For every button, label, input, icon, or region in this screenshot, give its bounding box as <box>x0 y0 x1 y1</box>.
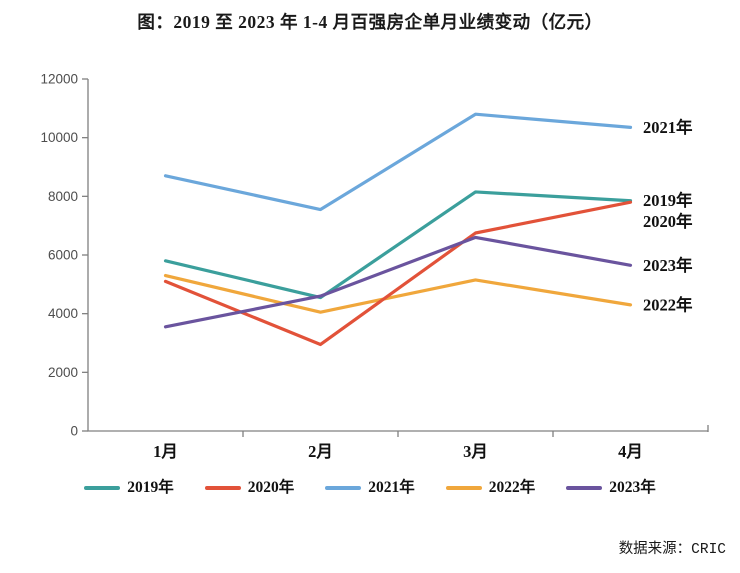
legend-label-2021: 2021年 <box>368 479 415 497</box>
series-end-label-2021: 2021年 <box>643 117 693 137</box>
legend-swatch-2019 <box>84 486 121 490</box>
legend-label-2023: 2023年 <box>609 479 656 497</box>
y-tick-label: 2000 <box>48 365 78 380</box>
chart-legend: 2019年 2020年 2021年 2022年 2023年 <box>0 476 740 500</box>
y-tick-label: 8000 <box>48 189 78 204</box>
y-tick-label: 10000 <box>40 130 78 145</box>
legend-swatch-2021 <box>325 486 362 490</box>
legend-swatch-2023 <box>566 486 603 490</box>
legend-label-2022: 2022年 <box>488 479 536 497</box>
legend-item-2020: 2020年 <box>204 479 295 497</box>
series-end-label-2020: 2020年 <box>643 211 693 231</box>
source-note: 数据来源：CRIC <box>618 542 726 558</box>
x-category-label: 4月 <box>618 442 643 461</box>
legend-item-2019: 2019年 <box>84 480 174 496</box>
legend-label-2019: 2019年 <box>127 479 174 497</box>
legend-label-2020: 2020年 <box>247 479 295 497</box>
legend-item-2023: 2023年 <box>566 480 656 496</box>
x-category-label: 1月 <box>153 442 178 461</box>
x-category-label: 3月 <box>463 442 488 461</box>
series-line-2019 <box>163 190 633 300</box>
series-end-label-2023: 2023年 <box>643 255 693 275</box>
y-tick-label: 0 <box>70 424 78 439</box>
legend-swatch-2022 <box>445 486 482 490</box>
series-line-2022 <box>163 273 633 314</box>
axes <box>87 79 708 432</box>
y-tick-label: 4000 <box>48 306 78 321</box>
series-end-label-2019: 2019年 <box>643 190 693 210</box>
legend-item-2021: 2021年 <box>325 480 415 496</box>
series-line-2021 <box>163 112 633 212</box>
x-category-label: 2月 <box>308 442 333 461</box>
legend-swatch-2020 <box>204 486 241 490</box>
chart-title: 图：2019 至 2023 年 1-4 月百强房企单月业绩变动（亿元） <box>137 12 603 32</box>
series-line-2023 <box>163 235 633 329</box>
series-line-2020 <box>163 200 633 347</box>
legend-item-2022: 2022年 <box>445 479 536 497</box>
y-tick-label: 6000 <box>48 248 78 263</box>
y-tick-label: 12000 <box>40 72 78 87</box>
series-end-label-2022: 2022年 <box>643 294 693 314</box>
